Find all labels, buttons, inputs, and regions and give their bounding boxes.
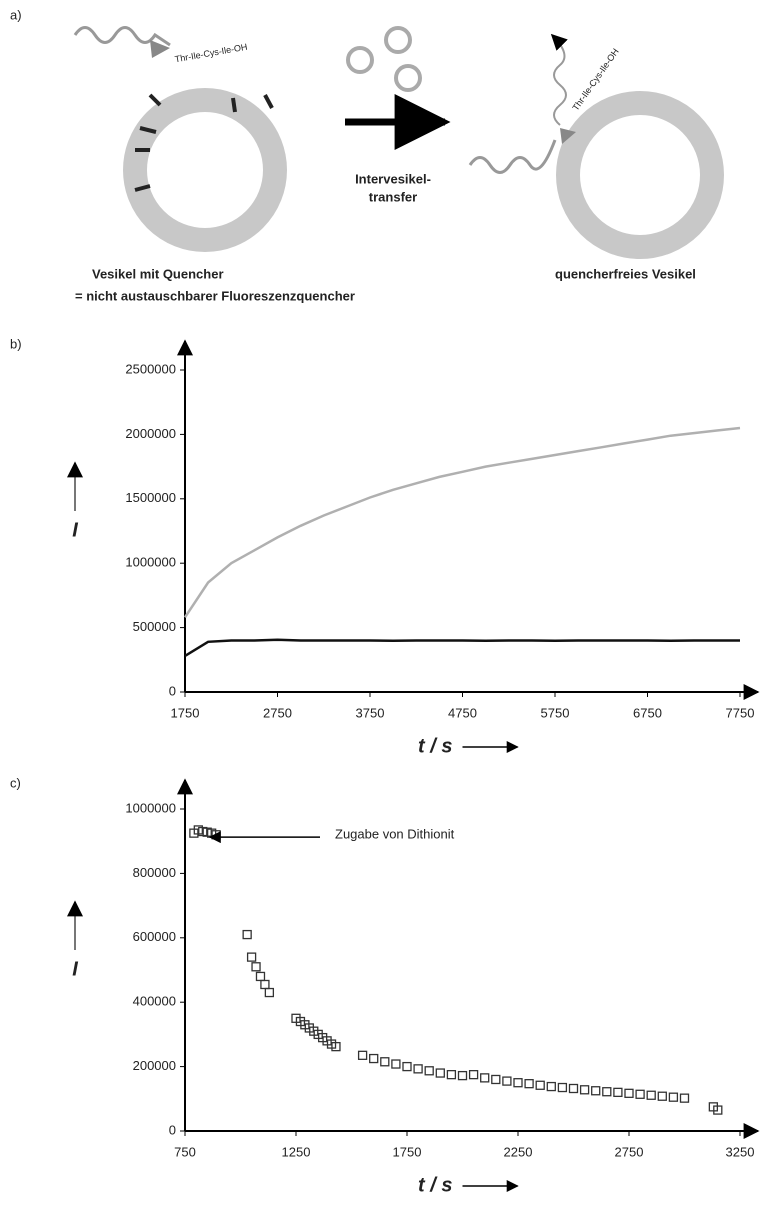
y-tick-label: 500000 <box>133 619 176 634</box>
x-tick-label: 3250 <box>726 1144 755 1159</box>
y-tick-label: 800000 <box>133 865 176 880</box>
y-tick-label: 1000000 <box>125 555 176 570</box>
y-tick-label: 0 <box>169 1122 176 1137</box>
transfer-label: Intervesikel- <box>355 171 431 186</box>
caption: Vesikel mit Quencher <box>92 266 224 281</box>
x-tick-label: 1250 <box>282 1144 311 1159</box>
data-point <box>613 1087 623 1098</box>
data-point <box>624 1088 634 1098</box>
transfer-label: transfer <box>369 189 417 204</box>
data-point <box>657 1091 667 1101</box>
panel-label: a) <box>10 7 22 22</box>
data-point <box>468 1070 479 1080</box>
emission <box>550 33 568 126</box>
x-tick-label: 1750 <box>393 1144 422 1159</box>
y-label: I <box>72 958 78 980</box>
x-label: t / s <box>418 735 452 757</box>
data-point <box>424 1066 434 1076</box>
fluorophore-right <box>560 128 576 144</box>
data-point <box>524 1079 534 1089</box>
panel-label: b) <box>10 336 22 351</box>
y-tick-label: 400000 <box>133 994 176 1009</box>
data-point <box>435 1068 445 1078</box>
data-point <box>502 1076 512 1086</box>
panel-label: c) <box>10 775 21 790</box>
data-point <box>246 952 257 962</box>
peptide-label: Thr-Ile-Cys-Ile-OH <box>174 42 248 65</box>
data-point <box>557 1082 568 1093</box>
legend-text: = nicht austauschbarer Fluoreszenzquench… <box>75 288 355 303</box>
x-tick-label: 7750 <box>726 705 755 720</box>
x-tick-label: 3750 <box>356 705 385 720</box>
data-point <box>602 1087 612 1097</box>
x-label: t / s <box>418 1174 452 1196</box>
data-point <box>591 1086 601 1096</box>
x-tick-label: 6750 <box>633 705 662 720</box>
vesicle-right <box>556 91 724 259</box>
data-point <box>668 1092 679 1102</box>
annotation: Zugabe von Dithionit <box>335 827 455 842</box>
y-tick-label: 1500000 <box>125 490 176 505</box>
quenchers <box>134 93 274 192</box>
vesicle-left <box>123 88 287 252</box>
x-tick-label: 750 <box>174 1144 196 1159</box>
data-point <box>331 1041 341 1052</box>
data-point <box>546 1081 556 1092</box>
y-tick-label: 200000 <box>133 1058 176 1073</box>
data-point <box>369 1053 379 1064</box>
data-point <box>255 971 266 982</box>
wavy-left <box>73 26 171 47</box>
wavy-right <box>468 139 557 174</box>
x-tick-label: 5750 <box>541 705 570 720</box>
data-point <box>713 1105 723 1115</box>
data-line <box>184 638 740 657</box>
data-point <box>635 1089 645 1099</box>
x-tick-label: 4750 <box>448 705 477 720</box>
data-point <box>446 1070 457 1080</box>
data-point <box>568 1083 579 1094</box>
y-tick-label: 2000000 <box>125 426 176 441</box>
data-point <box>646 1090 656 1100</box>
data-point <box>491 1074 501 1085</box>
data-point <box>579 1085 590 1095</box>
data-point <box>391 1059 401 1069</box>
small-vesicles <box>346 26 422 92</box>
data-point <box>357 1050 368 1060</box>
y-tick-label: 2500000 <box>125 361 176 376</box>
data-point <box>264 987 275 998</box>
x-tick-label: 2250 <box>504 1144 533 1159</box>
x-tick-label: 2750 <box>263 705 292 720</box>
data-point <box>679 1093 690 1103</box>
data-line <box>183 426 741 618</box>
x-tick-label: 2750 <box>615 1144 644 1159</box>
data-point <box>251 962 261 972</box>
data-point <box>457 1070 468 1081</box>
y-tick-label: 1000000 <box>125 800 176 815</box>
data-point <box>242 929 252 940</box>
x-tick-label: 1750 <box>171 705 200 720</box>
data-point <box>402 1061 412 1072</box>
data-point <box>380 1057 390 1067</box>
data-point <box>480 1073 490 1083</box>
data-point <box>513 1078 523 1088</box>
data-point <box>535 1080 545 1090</box>
data-point <box>413 1064 423 1074</box>
y-label: I <box>72 519 78 541</box>
data-point <box>260 979 270 990</box>
caption: quencherfreies Vesikel <box>555 266 696 281</box>
y-tick-label: 0 <box>169 683 176 698</box>
fluorophore-left <box>150 40 170 58</box>
y-tick-label: 600000 <box>133 929 176 944</box>
